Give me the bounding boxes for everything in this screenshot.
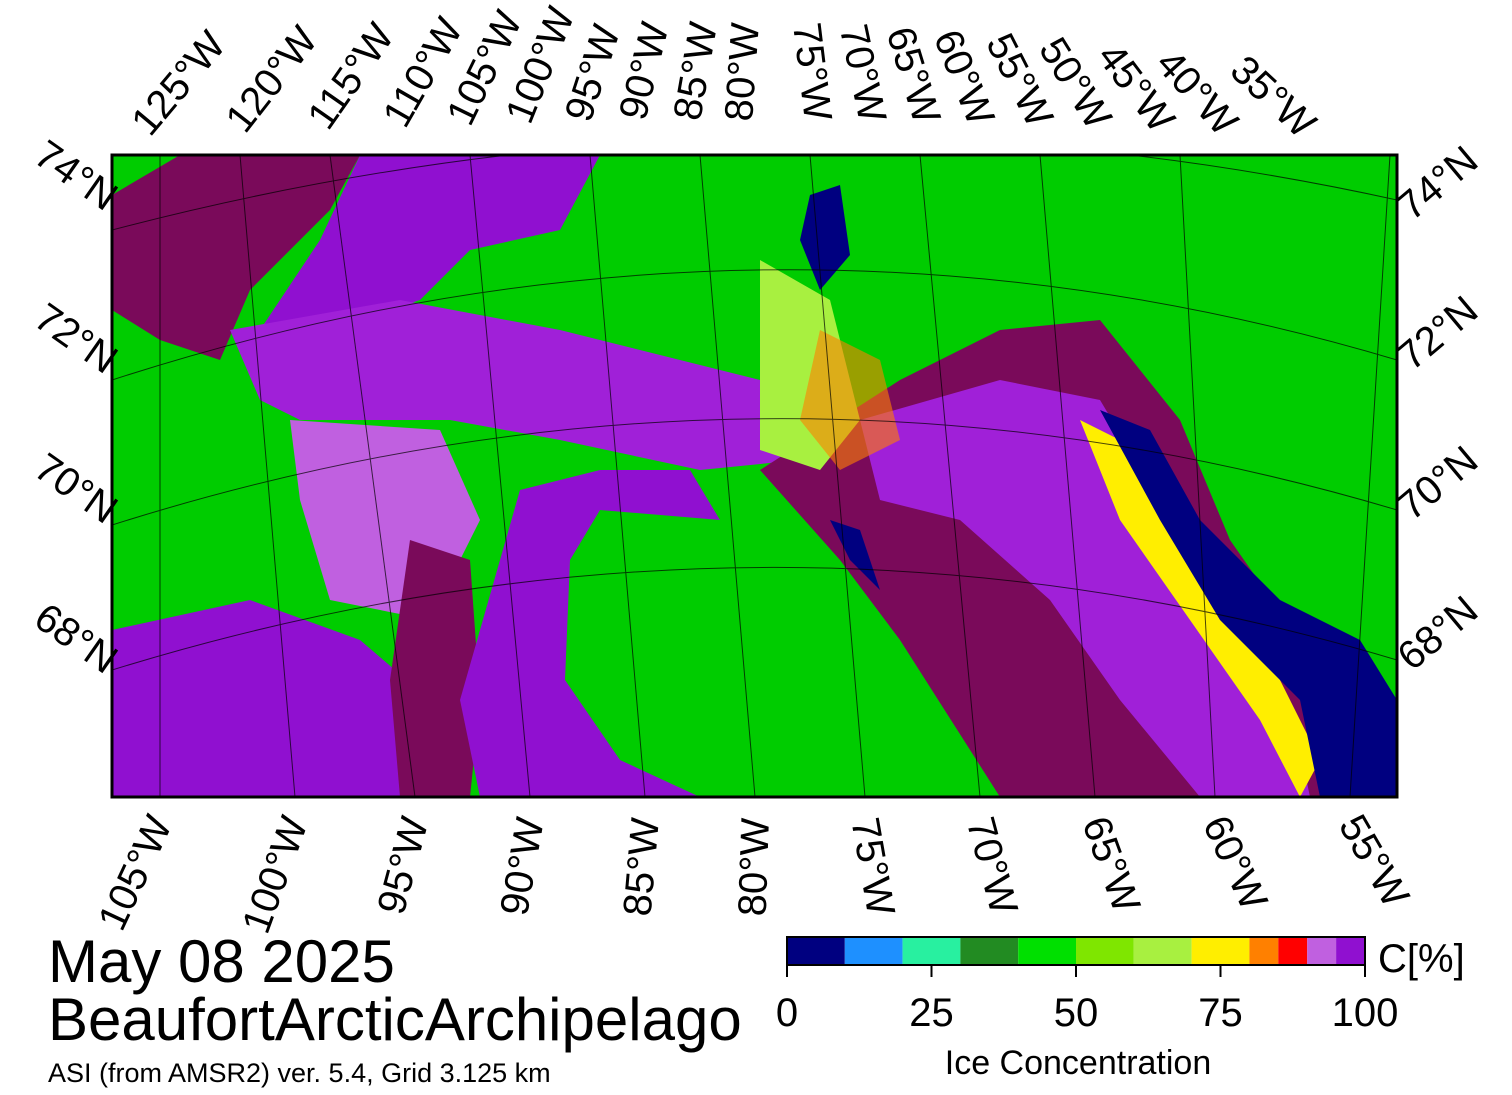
colorbar-segment (1307, 937, 1337, 965)
longitude-label: 80°W (717, 21, 768, 122)
longitude-label: 105°W (90, 809, 181, 937)
longitude-label: 70°W (958, 813, 1026, 920)
ice-region (390, 540, 480, 797)
open-water (800, 185, 850, 290)
ice-region (112, 600, 430, 797)
colorbar-tick-label: 0 (776, 991, 798, 1035)
colorbar-segment (1191, 937, 1250, 965)
longitude-label: 90°W (492, 814, 552, 919)
colorbar: 0 25 50 75 100 C[%] Ice Concentration (776, 936, 1465, 1082)
ice-region (260, 155, 600, 330)
colorbar-tick-label: 50 (1054, 991, 1099, 1035)
colorbar-segment (1249, 937, 1279, 965)
longitude-label: 120°W (217, 18, 326, 140)
colorbar-unit: C[%] (1378, 937, 1465, 981)
longitude-label: 80°W (731, 817, 778, 917)
latitude-label: 68°N (1390, 588, 1487, 679)
longitude-label: 75°W (842, 814, 902, 919)
longitude-label: 100°W (234, 811, 317, 940)
ice-region (230, 300, 800, 470)
latitude-label: 72°N (27, 295, 125, 382)
ice-edge (800, 330, 900, 470)
colorbar-segment (960, 937, 1019, 965)
colorbar-tick-label: 75 (1198, 991, 1243, 1035)
date: May 08 2025 (48, 928, 395, 995)
colorbar-tick-label: 25 (909, 991, 954, 1035)
open-water (1100, 410, 1397, 797)
latitude-label: 74°N (27, 132, 125, 219)
ice-region (460, 470, 720, 797)
ice-region (112, 155, 360, 360)
longitude-label: 95°W (369, 812, 437, 919)
longitude-label: 60°W (1194, 809, 1276, 917)
longitude-label: 65°W (1073, 811, 1148, 919)
colorbar-segment (1278, 937, 1308, 965)
ice-edge (1080, 420, 1320, 797)
ice-region (860, 380, 1310, 797)
region-name: BeaufortArcticArchipelago (48, 986, 742, 1053)
colorbar-segment (902, 937, 961, 965)
longitude-label: 55°W (1330, 808, 1417, 915)
colorbar-segment (1076, 937, 1134, 965)
latitude-label: 72°N (1390, 288, 1487, 379)
longitude-label: 75°W (784, 20, 840, 123)
colorbar-segment (1133, 937, 1192, 965)
latitude-label: 68°N (27, 595, 125, 682)
colorbar-segment (844, 937, 903, 965)
longitude-label: 35°W (1222, 47, 1324, 146)
colorbar-title: Ice Concentration (945, 1044, 1212, 1082)
colorbar-segment (1018, 937, 1076, 965)
colorbar-tick-label: 100 (1332, 991, 1399, 1035)
longitude-label: 85°W (616, 816, 668, 918)
map (112, 155, 1397, 797)
graticule (112, 155, 1397, 797)
colorbar-segment (1336, 937, 1365, 965)
longitude-label: 125°W (123, 23, 234, 144)
map-frame (110, 153, 1399, 799)
colorbar-segment (787, 937, 845, 965)
latitude-label: 70°N (1390, 438, 1487, 529)
source: ASI (from AMSR2) ver. 5.4, Grid 3.125 km (48, 1058, 551, 1088)
latitude-label: 74°N (1390, 138, 1487, 229)
latitude-label: 70°N (27, 445, 125, 532)
